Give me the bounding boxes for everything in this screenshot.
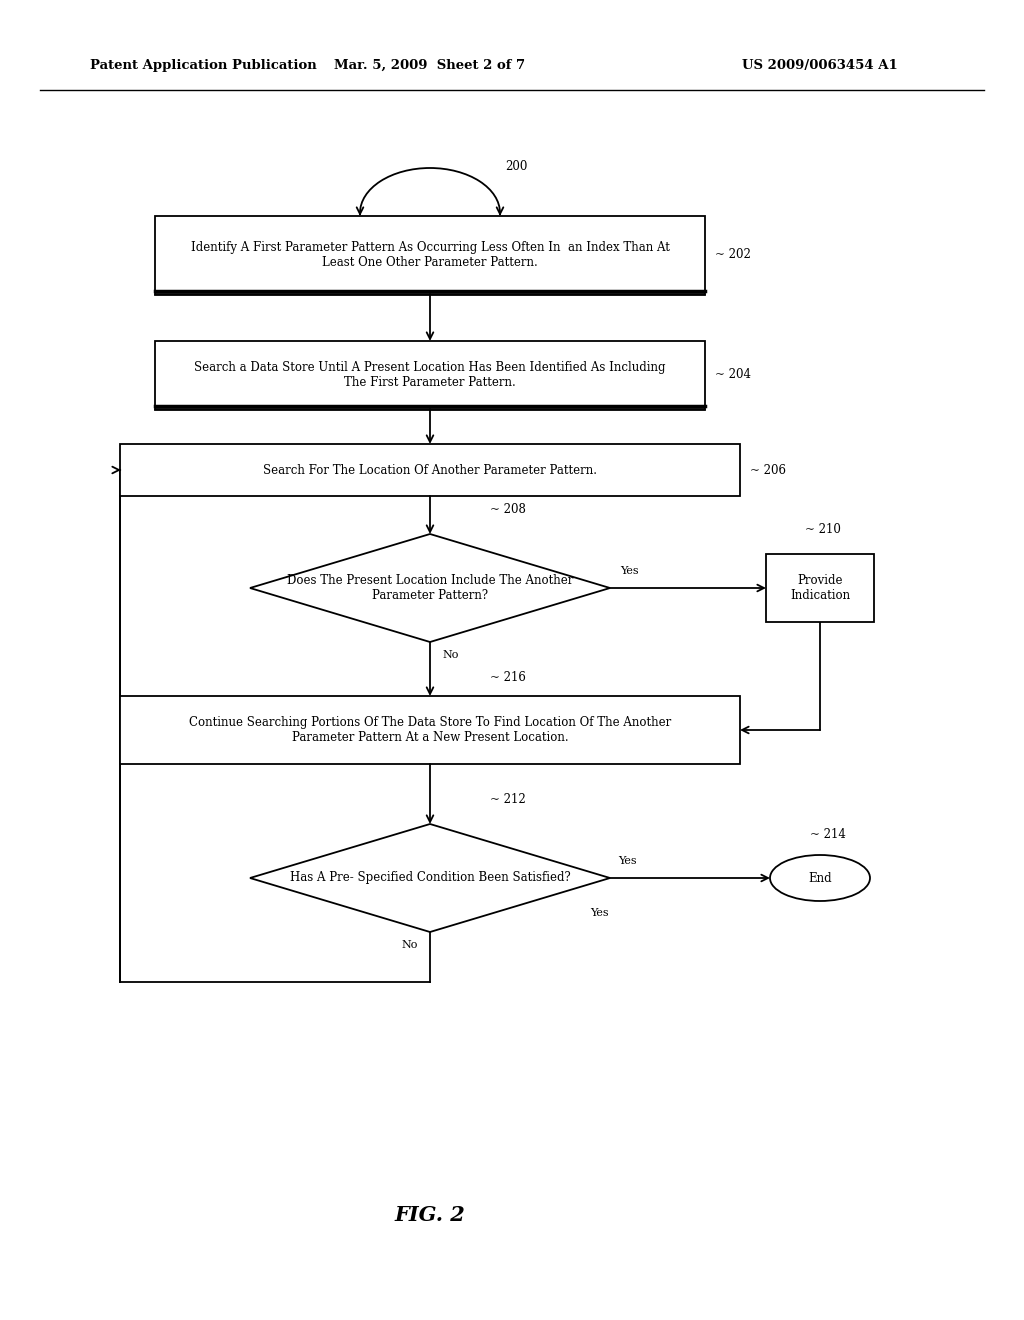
- Text: ~ 212: ~ 212: [490, 793, 525, 807]
- Text: Does The Present Location Include The Another
Parameter Pattern?: Does The Present Location Include The An…: [287, 574, 573, 602]
- Text: Patent Application Publication: Patent Application Publication: [90, 58, 316, 71]
- Text: Yes: Yes: [590, 908, 608, 917]
- Text: ~ 204: ~ 204: [715, 368, 751, 381]
- Text: ~ 214: ~ 214: [810, 828, 846, 841]
- Text: ~ 202: ~ 202: [715, 248, 751, 261]
- Text: Has A Pre- Specified Condition Been Satisfied?: Has A Pre- Specified Condition Been Sati…: [290, 871, 570, 884]
- Bar: [120, 444, 740, 496]
- Polygon shape: [250, 824, 610, 932]
- Text: Search For The Location Of Another Parameter Pattern.: Search For The Location Of Another Param…: [263, 463, 597, 477]
- Bar: [155, 341, 705, 409]
- Text: Continue Searching Portions Of The Data Store To Find Location Of The Another
Pa: Continue Searching Portions Of The Data …: [188, 715, 671, 744]
- Text: ~ 216: ~ 216: [490, 671, 526, 684]
- Bar: [120, 696, 740, 764]
- Text: ~ 206: ~ 206: [750, 463, 786, 477]
- Text: ~ 208: ~ 208: [490, 503, 526, 516]
- Bar: [766, 554, 874, 622]
- Text: End: End: [808, 871, 831, 884]
- Text: Yes: Yes: [618, 855, 637, 866]
- Text: US 2009/0063454 A1: US 2009/0063454 A1: [742, 58, 898, 71]
- Text: No: No: [401, 940, 418, 950]
- Ellipse shape: [770, 855, 870, 902]
- Bar: [155, 216, 705, 294]
- Text: No: No: [442, 649, 459, 660]
- Text: ~ 210: ~ 210: [805, 523, 841, 536]
- Text: Yes: Yes: [620, 566, 639, 576]
- Text: Identify A First Parameter Pattern As Occurring Less Often In  an Index Than At
: Identify A First Parameter Pattern As Oc…: [190, 242, 670, 269]
- Text: Provide
Indication: Provide Indication: [790, 574, 850, 602]
- Text: Search a Data Store Until A Present Location Has Been Identified As Including
Th: Search a Data Store Until A Present Loca…: [195, 360, 666, 389]
- Text: Mar. 5, 2009  Sheet 2 of 7: Mar. 5, 2009 Sheet 2 of 7: [335, 58, 525, 71]
- Polygon shape: [250, 535, 610, 642]
- Text: FIG. 2: FIG. 2: [394, 1205, 465, 1225]
- Text: 200: 200: [505, 160, 527, 173]
